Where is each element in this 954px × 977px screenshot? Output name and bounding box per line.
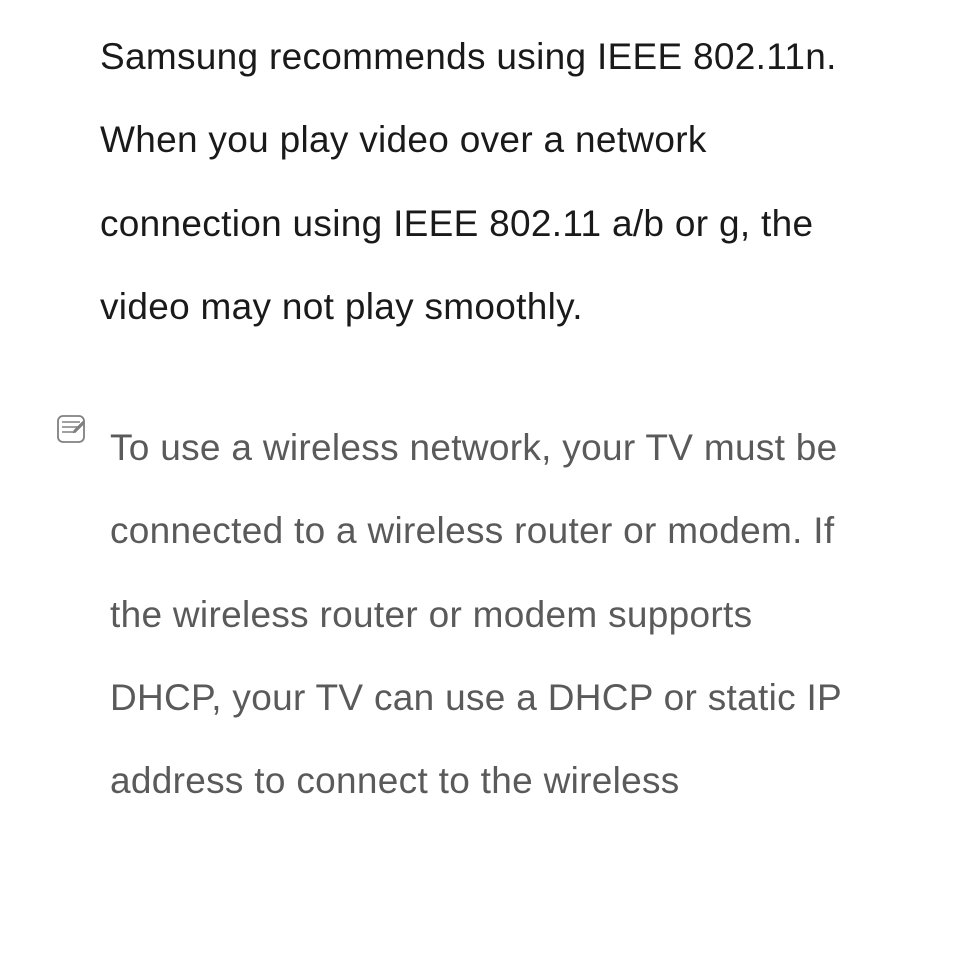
- note-icon: [56, 414, 86, 444]
- primary-paragraph: Samsung recommends using IEEE 802.11n. W…: [100, 15, 874, 348]
- note-block: To use a wireless network, your TV must …: [100, 406, 874, 822]
- note-paragraph: To use a wireless network, your TV must …: [102, 406, 874, 822]
